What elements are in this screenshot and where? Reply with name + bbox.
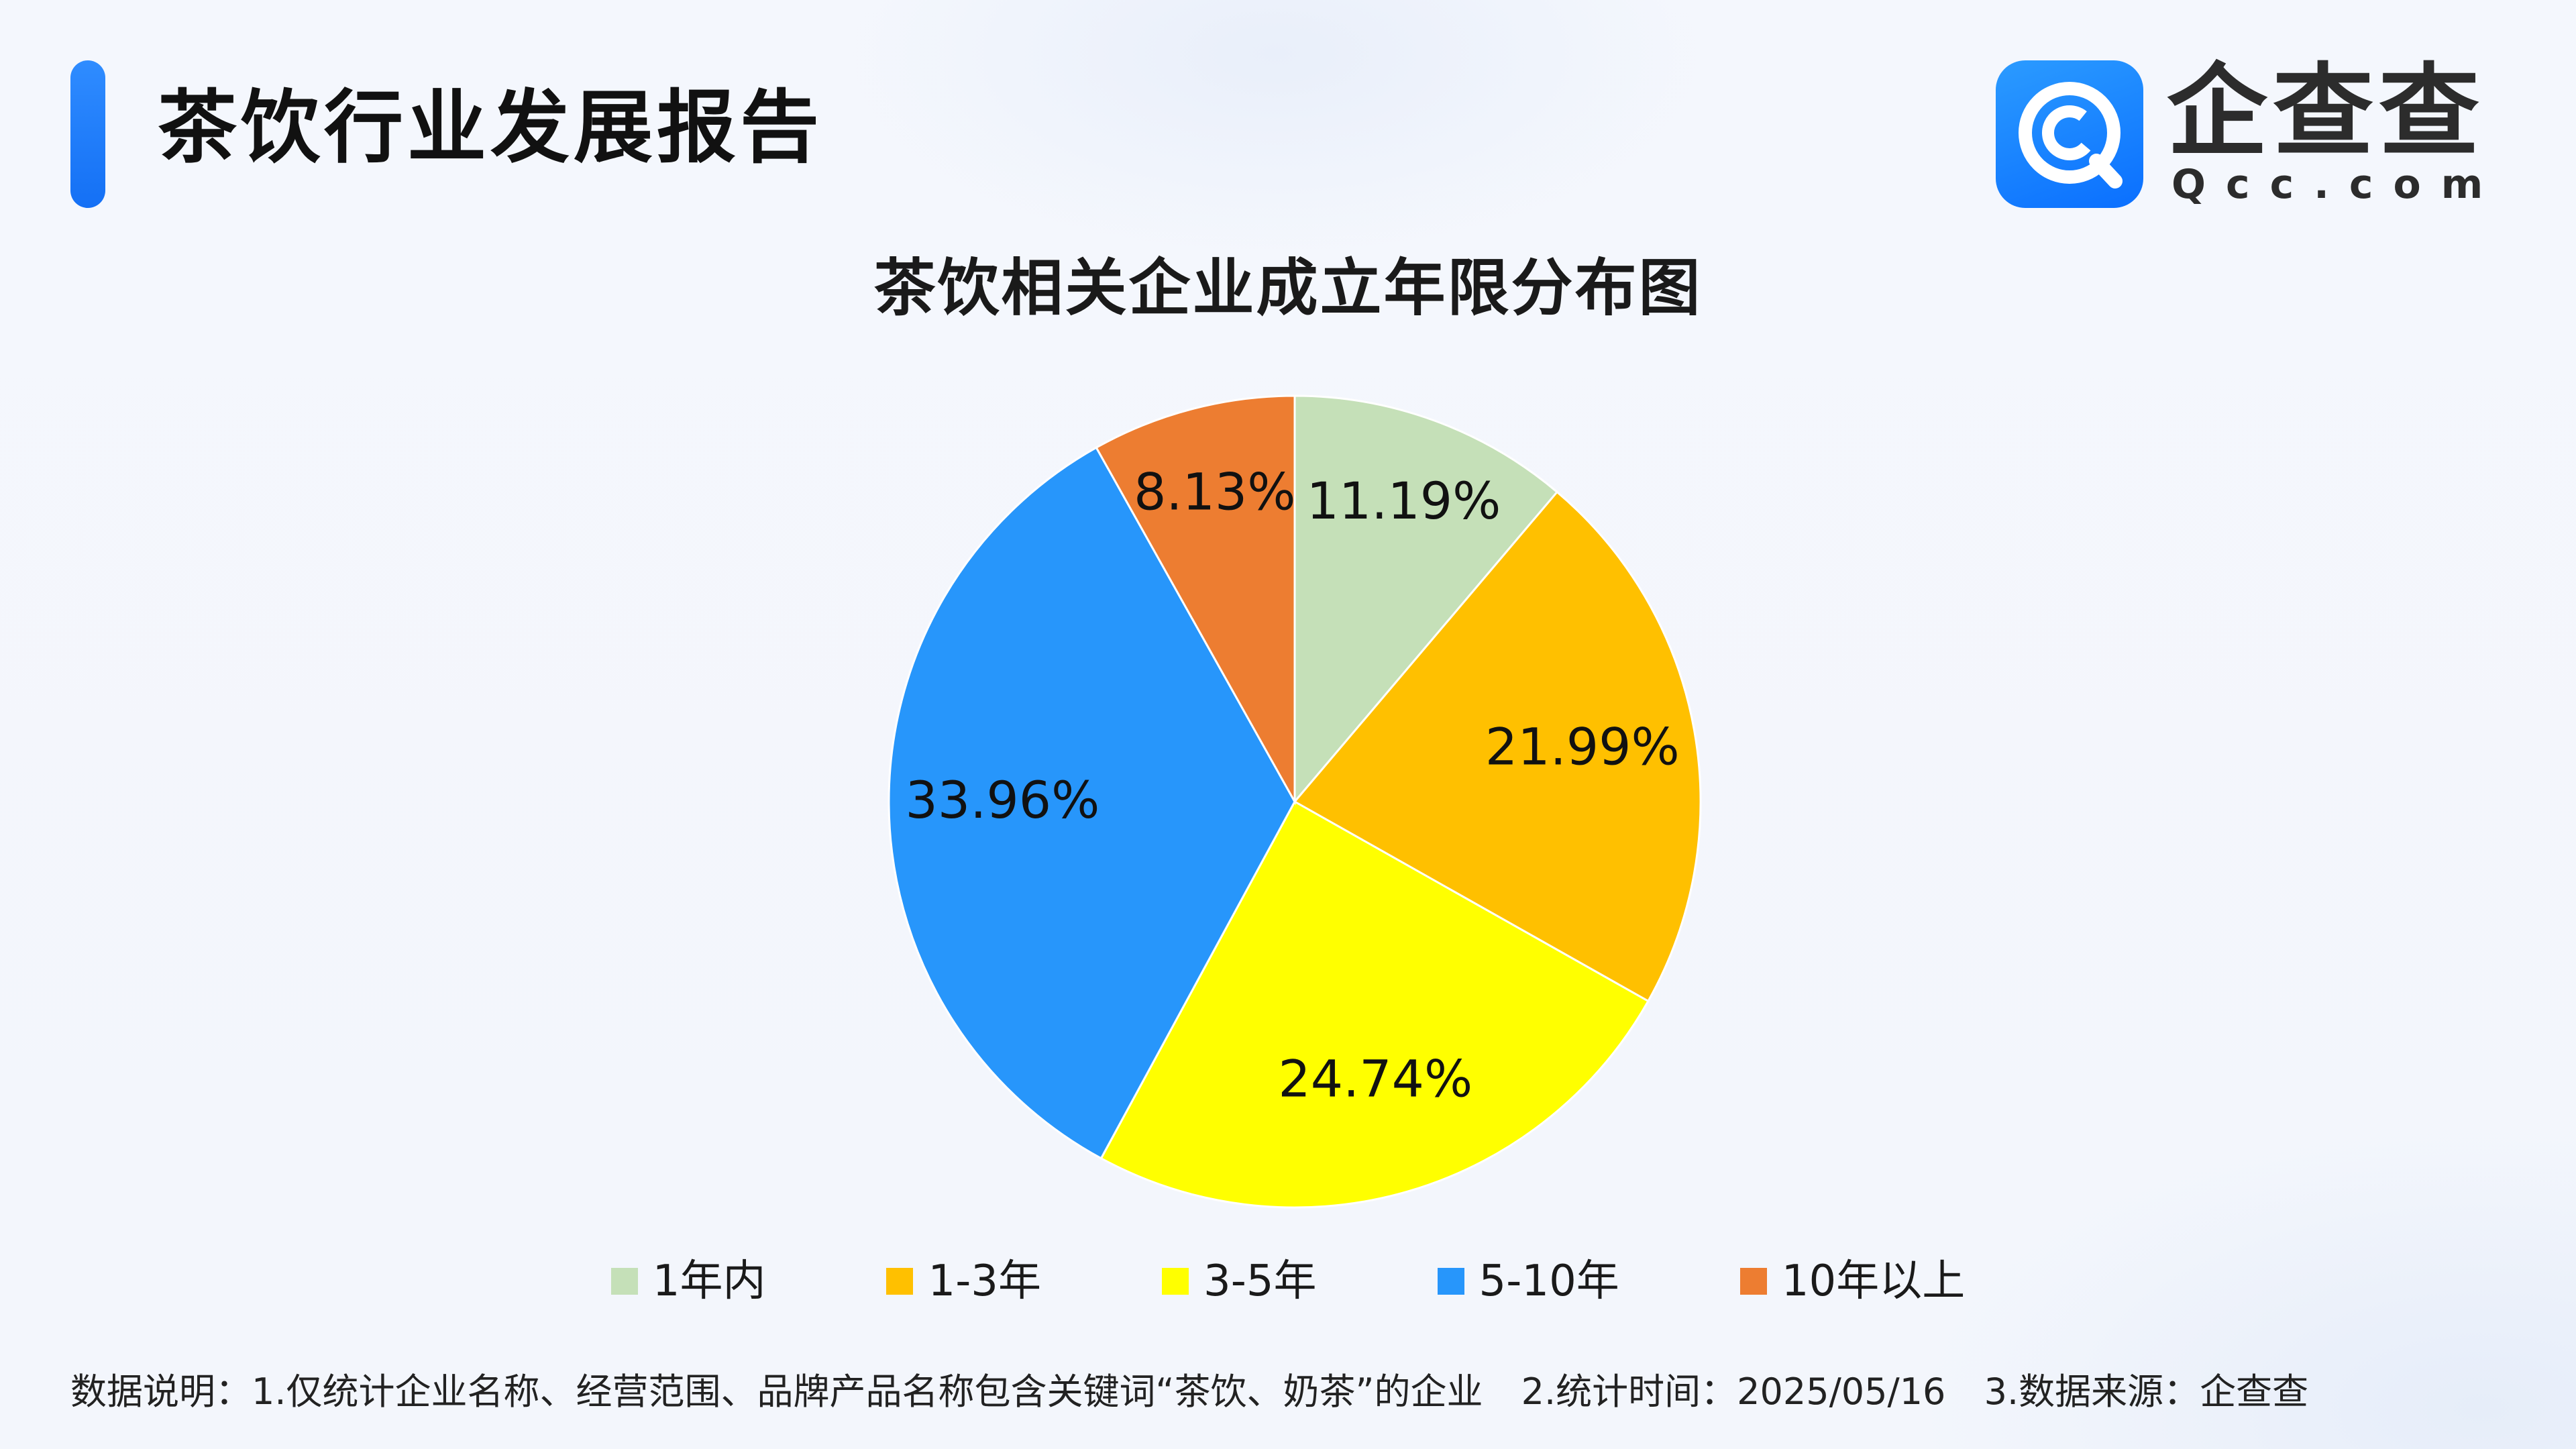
pie-label-3: 24.74% [1278,1049,1472,1109]
legend-swatch [1437,1268,1464,1295]
legend-item-5: 10年以上 [1739,1251,1966,1311]
pie-label-1: 11.19% [1307,471,1501,531]
pie-slice-4 [888,446,1296,1160]
legend-swatch [886,1268,914,1295]
brand-logo: 企查查 Qcc.com [1996,55,2483,208]
footnote-scope: 数据说明：1.仅统计企业名称、经营范围、品牌产品名称包含关键词“茶饮、奶茶”的企… [70,1371,1483,1413]
legend-label: 5-10年 [1479,1256,1619,1306]
logo-name: 企查查 [2167,54,2485,170]
pie-label-4: 33.96% [906,770,1100,830]
legend-label: 1年内 [652,1256,766,1306]
legend-label: 3-5年 [1203,1256,1317,1306]
chart-legend: 1年内 1-3年 3-5年 5-10年 10年以上 [0,1251,2576,1311]
footnote-date: 2.统计时间：2025/05/16 [1521,1371,1946,1413]
logo-domain: Qcc.com [2171,161,2504,208]
pie-slice-1 [1293,394,1559,805]
title-accent-bar [70,60,105,208]
chart-title: 茶饮相关企业成立年限分布图 [873,252,1703,324]
legend-swatch [1739,1268,1767,1295]
legend-item-3: 3-5年 [1162,1251,1317,1311]
legend-item-2: 1-3年 [886,1251,1041,1311]
qcc-logo-icon [1996,60,2143,208]
pie-label-5: 8.13% [1134,462,1295,521]
report-title: 茶饮行业发展报告 [158,81,824,174]
legend-item-4: 5-10年 [1437,1251,1619,1311]
pie-slice-2 [1293,490,1702,1003]
pie-slice-3 [1099,800,1650,1209]
pie-label-2: 21.99% [1485,716,1680,776]
legend-label: 10年以上 [1781,1256,1966,1306]
pie-slice-5 [1095,394,1296,806]
legend-swatch [610,1268,638,1295]
legend-label: 1-3年 [928,1256,1042,1306]
footnote-source: 3.数据来源：企查查 [1984,1371,2309,1413]
legend-item-1: 1年内 [610,1251,766,1311]
legend-swatch [1162,1268,1189,1295]
footnote: 数据说明：1.仅统计企业名称、经营范围、品牌产品名称包含关键词“茶饮、奶茶”的企… [70,1365,2335,1419]
